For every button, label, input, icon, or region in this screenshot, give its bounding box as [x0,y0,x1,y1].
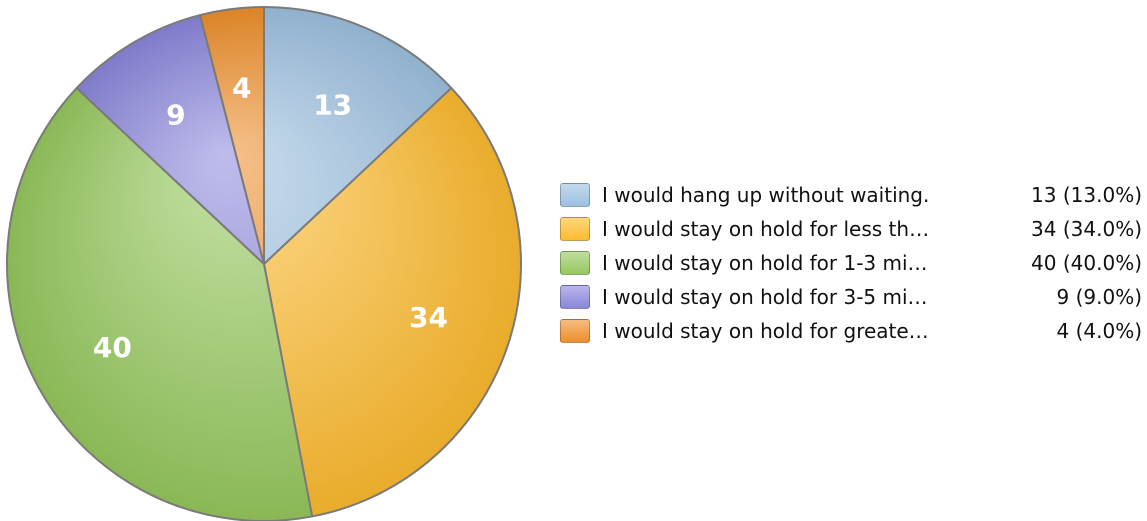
legend-item: I would stay on hold for greate… 4 (4.0%… [560,314,1142,348]
slice-value-label: 9 [166,99,185,132]
legend-value: 40 (40.0%) [1031,251,1142,275]
legend-value: 34 (34.0%) [1031,217,1142,241]
legend: I would hang up without waiting. 13 (13.… [560,178,1142,348]
legend-swatch [560,183,590,207]
legend-swatch [560,285,590,309]
pie-slice [199,6,265,265]
legend-swatch [560,251,590,275]
legend-swatch [560,319,590,343]
slice-value-label: 34 [409,301,448,334]
legend-label: I would stay on hold for 1-3 mi… [602,251,928,275]
legend-swatch [560,217,590,241]
slice-value-label: 4 [232,72,251,105]
slice-value-label: 40 [93,331,132,364]
legend-item: I would hang up without waiting. 13 (13.… [560,178,1142,212]
pie-slice [263,87,522,518]
legend-label: I would stay on hold for greate… [602,319,929,343]
legend-value: 9 (9.0%) [1056,285,1143,309]
legend-item: I would stay on hold for 3-5 mi… 9 (9.0%… [560,280,1142,314]
legend-value: 4 (4.0%) [1056,319,1143,343]
legend-value: 13 (13.0%) [1031,183,1142,207]
pie-slice [75,14,265,265]
pie-slice [263,6,453,265]
pie-slice [6,87,314,521]
legend-label: I would hang up without waiting. [602,183,930,207]
legend-item: I would stay on hold for 1-3 mi… 40 (40.… [560,246,1142,280]
slice-value-label: 13 [313,89,352,122]
legend-label: I would stay on hold for 3-5 mi… [602,285,928,309]
legend-item: I would stay on hold for less th… 34 (34… [560,212,1142,246]
legend-label: I would stay on hold for less th… [602,217,930,241]
